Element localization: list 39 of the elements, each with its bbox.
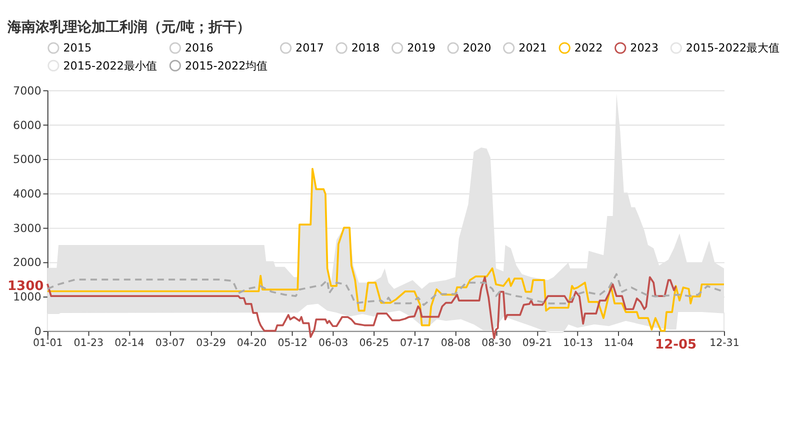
x-tick-label: 08-08: [440, 338, 471, 350]
legend-label: 2016: [184, 42, 214, 55]
legend-label: 2015-2022最小值: [63, 59, 157, 72]
legend-label: 2020: [462, 42, 492, 55]
x-tick-label: 05-12: [278, 338, 308, 350]
legend-label: 2018: [351, 42, 380, 55]
line-series: [46, 276, 677, 340]
y-tick-label: 0: [34, 324, 42, 338]
legend-label: 2015: [63, 42, 92, 55]
x-tick-label: 08-30: [482, 338, 512, 350]
x-tick-label: 01-01: [33, 338, 63, 350]
chart-title: 海南浓乳理论加工利润（元/吨；折干）: [6, 18, 251, 36]
legend-label: 2021: [518, 42, 547, 55]
x-tick-label: 07-17: [400, 338, 430, 350]
y-tick-label: 7000: [13, 84, 42, 98]
annotation: 12-05: [655, 337, 697, 352]
x-tick-label: 04-20: [236, 338, 267, 350]
legend-label: 2019: [407, 42, 436, 55]
legend-label: 2023: [630, 42, 658, 55]
x-tick-label: 06-25: [359, 338, 389, 350]
x-tick-label: 09-21: [522, 338, 552, 350]
y-tick-label: 1000: [13, 290, 42, 304]
legend-label: 2015-2022最大值: [686, 42, 780, 55]
x-tick-label: 11-04: [604, 338, 634, 350]
legend-label: 2022: [574, 42, 603, 55]
y-tick-label: 6000: [13, 118, 42, 132]
y-tick-label: 2000: [13, 256, 42, 270]
x-tick-label: 01-23: [74, 338, 104, 350]
x-tick-label: 03-29: [196, 338, 226, 350]
x-tick-label: 10-13: [563, 338, 593, 350]
y-tick-label: 5000: [13, 153, 42, 166]
x-tick-label: 06-03: [318, 338, 348, 350]
x-tick-label: 03-07: [155, 338, 186, 350]
x-tick-label: 02-14: [114, 338, 144, 350]
y-tick-label: 3000: [13, 222, 42, 235]
legend-label: 2015-2022均值: [184, 59, 268, 72]
y-tick-label: 4000: [13, 188, 42, 201]
legend-label: 2017: [296, 42, 324, 55]
x-tick-label: 12-31: [710, 338, 740, 350]
